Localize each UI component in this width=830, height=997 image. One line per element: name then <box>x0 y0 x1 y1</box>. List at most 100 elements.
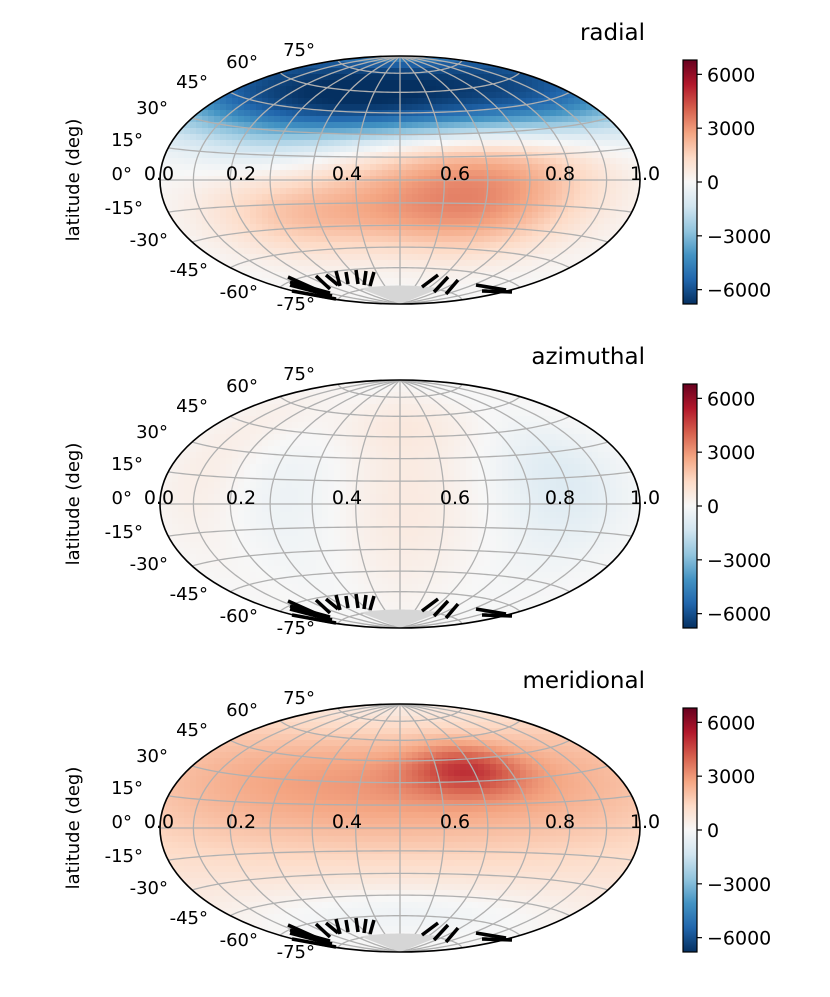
heatmap-cell <box>346 482 353 489</box>
heatmap-cell <box>322 464 329 471</box>
heatmap-cell <box>454 254 461 261</box>
heatmap-cell <box>304 236 311 243</box>
heatmap-cell <box>358 110 365 117</box>
heatmap-cell <box>412 188 419 195</box>
heatmap-cell <box>364 278 371 285</box>
heatmap-cell <box>442 464 449 471</box>
heatmap-cell <box>514 62 521 69</box>
heatmap-cell <box>322 74 329 81</box>
heatmap-cell <box>304 470 311 477</box>
heatmap-cell <box>484 230 491 237</box>
heatmap-cell <box>286 230 293 237</box>
heatmap-cell <box>496 272 503 279</box>
heatmap-cell <box>454 146 461 153</box>
heatmap-cell <box>196 200 203 207</box>
heatmap-cell <box>256 440 263 447</box>
heatmap-cell <box>592 296 599 303</box>
heatmap-cell <box>220 476 227 483</box>
heatmap-cell <box>370 134 377 141</box>
heatmap-cell <box>460 122 467 129</box>
heatmap-cell <box>274 122 281 129</box>
heatmap-cell <box>334 290 341 297</box>
heatmap-cell <box>382 140 389 147</box>
heatmap-cell <box>376 236 383 243</box>
heatmap-cell <box>616 188 623 195</box>
heatmap-cell <box>442 488 449 495</box>
heatmap-cell <box>346 98 353 105</box>
heatmap-cell <box>226 146 233 153</box>
heatmap-cell <box>226 134 233 141</box>
heatmap-cell <box>430 128 437 135</box>
heatmap-cell <box>382 440 389 447</box>
heatmap-cell <box>514 380 521 387</box>
heatmap-cell <box>436 410 443 417</box>
heatmap-cell <box>598 284 605 291</box>
heatmap-cell <box>214 74 221 81</box>
heatmap-cell <box>472 140 479 147</box>
heatmap-cell <box>262 494 269 501</box>
heatmap-cell <box>430 170 437 177</box>
heatmap-cell <box>586 152 593 159</box>
heatmap-cell <box>250 182 257 189</box>
heatmap-cell <box>268 254 275 261</box>
heatmap-cell <box>490 392 497 399</box>
colorbar-tick-label: −6000 <box>707 280 771 302</box>
heatmap-cell <box>436 254 443 261</box>
heatmap-cell <box>262 278 269 285</box>
heatmap-cell <box>358 446 365 453</box>
heatmap-cell <box>592 230 599 237</box>
heatmap-cell <box>328 158 335 165</box>
heatmap-cell <box>520 422 527 429</box>
heatmap-cell <box>160 302 167 304</box>
heatmap-cell <box>436 428 443 435</box>
heatmap-cell <box>298 260 305 267</box>
heatmap-cell <box>316 110 323 117</box>
heatmap-cell <box>448 68 455 75</box>
heatmap-cell <box>352 302 359 304</box>
heatmap-cell <box>406 452 413 459</box>
heatmap-cell <box>346 260 353 267</box>
heatmap-cell <box>214 224 221 231</box>
heatmap-cell <box>364 164 371 171</box>
heatmap-cell <box>532 278 539 285</box>
heatmap-cell <box>586 404 593 411</box>
heatmap-cell <box>178 242 185 249</box>
heatmap-cell <box>214 158 221 165</box>
heatmap-cell <box>274 242 281 249</box>
heatmap-cell <box>310 254 317 261</box>
heatmap-cell <box>250 446 257 453</box>
heatmap-cell <box>586 458 593 465</box>
heatmap-cell <box>628 410 635 417</box>
heatmap-cell <box>628 98 635 105</box>
heatmap-cell <box>466 110 473 117</box>
heatmap-cell <box>232 470 239 477</box>
heatmap-cell <box>448 158 455 165</box>
heatmap-cell <box>634 380 640 387</box>
heatmap-cell <box>550 398 557 405</box>
heatmap-cell <box>568 452 575 459</box>
heatmap-cell <box>406 398 413 405</box>
heatmap-cell <box>562 458 569 465</box>
heatmap-cell <box>436 116 443 123</box>
heatmap-cell <box>508 272 515 279</box>
heatmap-cell <box>526 266 533 273</box>
heatmap-cell <box>406 224 413 231</box>
heatmap-cell <box>616 404 623 411</box>
heatmap-cell <box>346 128 353 135</box>
heatmap-cell <box>472 392 479 399</box>
heatmap-cell <box>250 464 257 471</box>
heatmap-cell <box>586 140 593 147</box>
heatmap-cell <box>334 134 341 141</box>
heatmap-cell <box>514 134 521 141</box>
heatmap-cell <box>382 134 389 141</box>
heatmap-cell <box>400 404 407 411</box>
heatmap-cell <box>178 128 185 135</box>
heatmap-cell <box>166 446 173 453</box>
heatmap-cell <box>502 272 509 279</box>
heatmap-cell <box>610 416 617 423</box>
heatmap-cell <box>460 110 467 117</box>
heatmap-cell <box>394 230 401 237</box>
heatmap-cell <box>628 248 635 255</box>
heatmap-cell <box>586 302 593 304</box>
heatmap-cell <box>322 92 329 99</box>
